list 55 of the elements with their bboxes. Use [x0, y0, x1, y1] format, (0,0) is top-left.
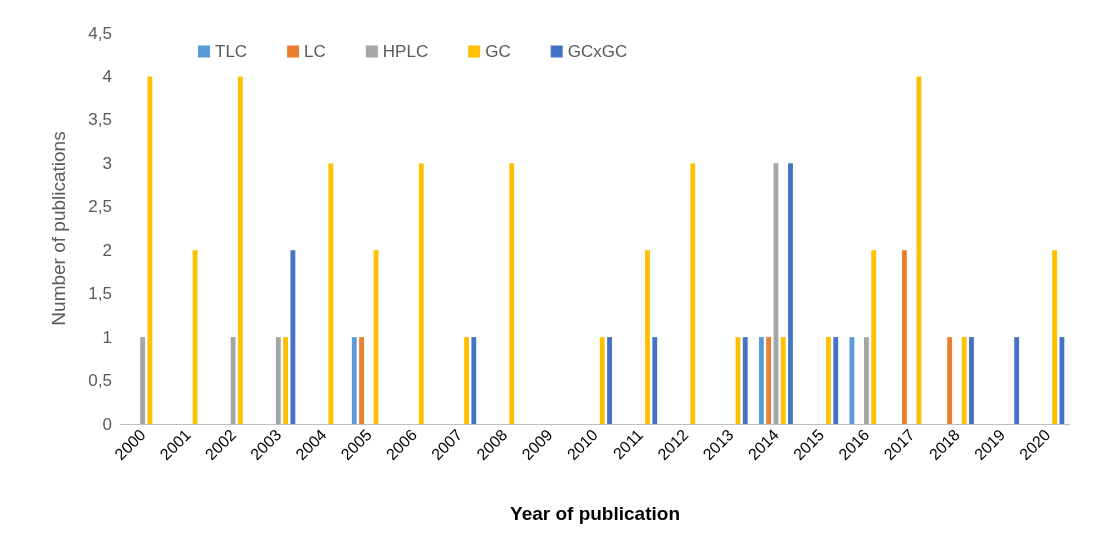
- y-tick-label: 3: [102, 153, 112, 173]
- y-tick-label: 3,5: [88, 110, 112, 130]
- legend-label: GCxGC: [567, 42, 628, 61]
- bar: [192, 250, 198, 424]
- bar: [864, 337, 869, 424]
- bar: [230, 337, 236, 424]
- y-tick-label: 2,5: [88, 197, 112, 217]
- y-tick-label: 1,5: [88, 284, 112, 304]
- y-axis-title: Number of publications: [48, 131, 69, 326]
- bar: [599, 337, 605, 424]
- bar: [758, 337, 764, 424]
- y-tick-label: 0: [102, 414, 112, 434]
- bar: [766, 337, 772, 424]
- bar: [947, 337, 953, 424]
- bar: [969, 337, 974, 424]
- bar: [833, 337, 839, 424]
- bar: [780, 337, 786, 424]
- legend-label: HPLC: [382, 42, 429, 61]
- bar: [373, 250, 379, 424]
- bar: [275, 337, 281, 424]
- bar: [464, 337, 469, 424]
- bar: [328, 163, 334, 424]
- bar: [652, 337, 658, 424]
- bar: [283, 337, 289, 424]
- bar: [826, 337, 831, 424]
- bar: [849, 337, 855, 424]
- y-tick-label: 2: [102, 240, 112, 260]
- bar: [418, 163, 424, 424]
- bar: [742, 337, 748, 424]
- y-tick-label: 0,5: [88, 371, 112, 391]
- bar: [1014, 337, 1020, 424]
- y-tick-label: 4: [102, 66, 112, 86]
- bar: [645, 250, 650, 424]
- bar: [290, 250, 296, 424]
- legend-label: TLC: [215, 42, 248, 61]
- legend-label: GC: [485, 42, 511, 61]
- bar: [871, 250, 877, 424]
- bar: [901, 250, 907, 424]
- y-tick-label: 1: [102, 327, 112, 347]
- legend-label: LC: [304, 42, 326, 61]
- bar: [351, 337, 357, 424]
- bar: [237, 76, 243, 424]
- bar: [690, 163, 696, 424]
- bar: [1052, 250, 1058, 424]
- bar: [961, 337, 967, 424]
- y-tick-label: 4,5: [88, 23, 112, 43]
- bar: [471, 337, 477, 424]
- x-axis-title: Year of publication: [510, 503, 680, 524]
- bar: [509, 163, 515, 424]
- bar: [788, 163, 793, 424]
- bar: [140, 337, 146, 424]
- bar: [147, 76, 153, 424]
- bar: [359, 337, 364, 424]
- bar: [607, 337, 612, 424]
- bar: [1059, 337, 1065, 424]
